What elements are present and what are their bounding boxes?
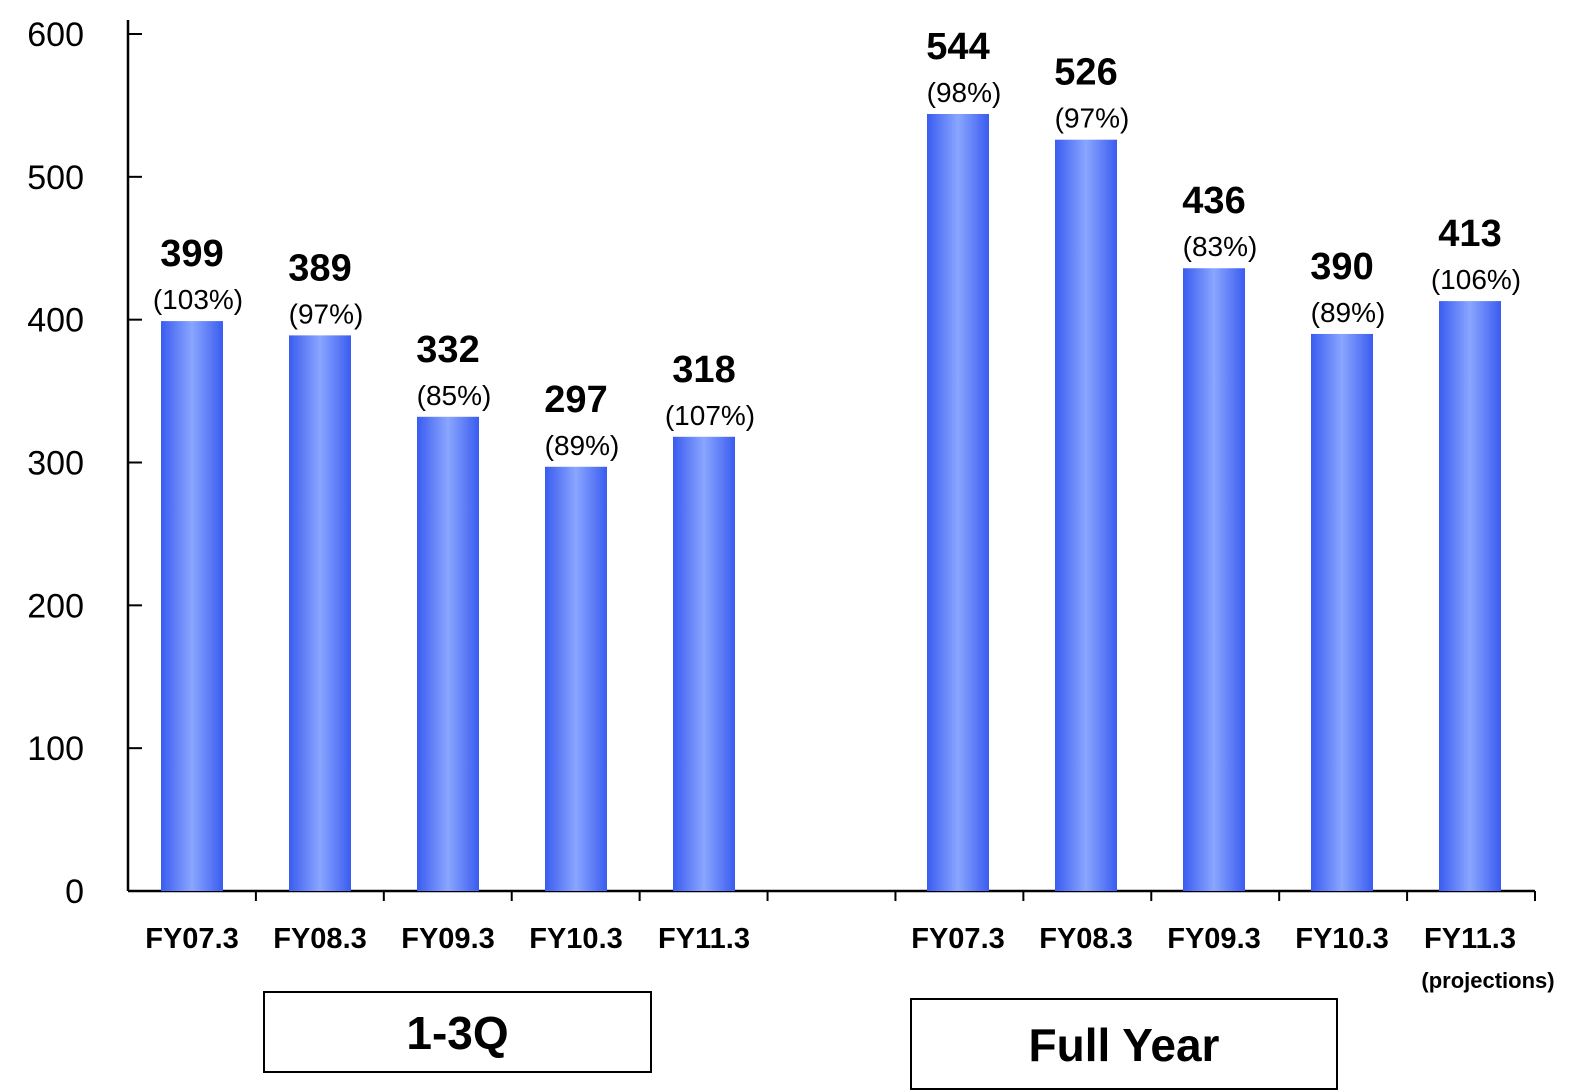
bar — [289, 335, 351, 892]
data-label-value: 332 — [416, 329, 479, 371]
x-tick-label: FY08.3 — [273, 923, 367, 955]
bar — [673, 436, 735, 891]
bar — [1439, 301, 1501, 891]
bar — [417, 416, 479, 891]
data-label-percent: (107%) — [665, 400, 755, 431]
data-label-percent: (97%) — [289, 298, 364, 329]
bars — [161, 113, 1501, 892]
x-tick-label: FY07.3 — [145, 923, 239, 955]
y-tick-label: 500 — [27, 159, 84, 197]
y-tick-label: 400 — [27, 302, 84, 340]
bar — [1183, 268, 1245, 891]
y-tick-label: 200 — [27, 587, 84, 625]
data-label-value: 436 — [1182, 180, 1245, 222]
bar — [545, 466, 607, 891]
x-tick-label: FY11.3 — [1424, 923, 1516, 955]
x-tick-label: FY09.3 — [1167, 923, 1261, 955]
data-label-percent: (83%) — [1183, 231, 1258, 262]
y-tick-label: 600 — [27, 16, 84, 54]
y-tick-label: 0 — [65, 873, 84, 911]
group-label-box — [910, 998, 1338, 1090]
group-label-box — [263, 991, 652, 1073]
bar — [1311, 333, 1373, 891]
data-label-percent: (98%) — [927, 77, 1002, 108]
data-label-value: 526 — [1054, 52, 1117, 94]
x-tick-label: FY08.3 — [1039, 923, 1133, 955]
y-tick-label: 100 — [27, 730, 84, 768]
data-label-percent: (85%) — [417, 380, 492, 411]
y-tick-label: 300 — [27, 445, 84, 483]
x-tick-label: FY10.3 — [529, 923, 623, 955]
group-label: Full Year — [1029, 1019, 1220, 1071]
group-label: 1-3Q — [406, 1007, 508, 1059]
data-label-value: 297 — [544, 379, 607, 421]
x-tick-label: FY09.3 — [401, 923, 495, 955]
data-label-value: 389 — [288, 247, 351, 289]
x-tick-label: FY11.3 — [658, 923, 750, 955]
labels: 399 (103%) FY07.3 389 (97%) FY08.3 332 (85%) FY0… — [145, 26, 1555, 1090]
x-tick-note: (projections) — [1421, 968, 1554, 993]
data-label-value: 399 — [160, 233, 223, 275]
data-label-percent: (106%) — [1431, 264, 1521, 295]
data-label-percent: (89%) — [1311, 297, 1386, 328]
data-label-percent: (103%) — [153, 284, 243, 315]
data-label-value: 413 — [1438, 213, 1501, 255]
axes: 0 100 200 300 400 500 600 — [27, 16, 1536, 911]
x-tick-label: FY07.3 — [911, 923, 1005, 955]
data-label-value: 544 — [926, 26, 989, 68]
data-label-value: 390 — [1310, 246, 1373, 288]
data-label-value: 318 — [672, 349, 735, 391]
bar — [161, 321, 223, 892]
data-label-percent: (97%) — [1055, 103, 1130, 134]
bar — [1055, 139, 1117, 892]
bar — [927, 113, 989, 891]
data-label-percent: (89%) — [545, 430, 620, 461]
x-tick-label: FY10.3 — [1295, 923, 1389, 955]
